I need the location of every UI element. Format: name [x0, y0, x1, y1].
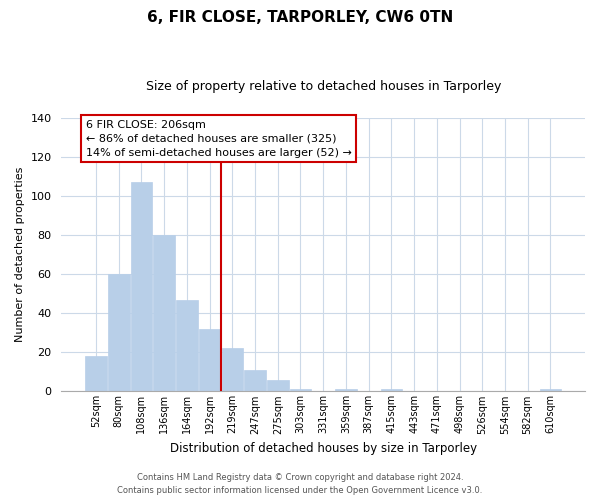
Bar [539, 390, 561, 392]
Text: 6, FIR CLOSE, TARPORLEY, CW6 0TN: 6, FIR CLOSE, TARPORLEY, CW6 0TN [147, 10, 453, 25]
Bar [108, 274, 130, 392]
Bar [290, 390, 311, 392]
Bar [244, 370, 266, 392]
Bar [199, 329, 220, 392]
Bar [154, 235, 175, 392]
Y-axis label: Number of detached properties: Number of detached properties [15, 167, 25, 342]
Bar [176, 300, 197, 392]
Bar [267, 380, 289, 392]
Bar [380, 390, 402, 392]
Text: Contains HM Land Registry data © Crown copyright and database right 2024.
Contai: Contains HM Land Registry data © Crown c… [118, 474, 482, 495]
Text: 6 FIR CLOSE: 206sqm
← 86% of detached houses are smaller (325)
14% of semi-detac: 6 FIR CLOSE: 206sqm ← 86% of detached ho… [86, 120, 352, 158]
Title: Size of property relative to detached houses in Tarporley: Size of property relative to detached ho… [146, 80, 501, 93]
Bar [131, 182, 152, 392]
Bar [335, 390, 357, 392]
X-axis label: Distribution of detached houses by size in Tarporley: Distribution of detached houses by size … [170, 442, 477, 455]
Bar [85, 356, 107, 392]
Bar [221, 348, 243, 392]
